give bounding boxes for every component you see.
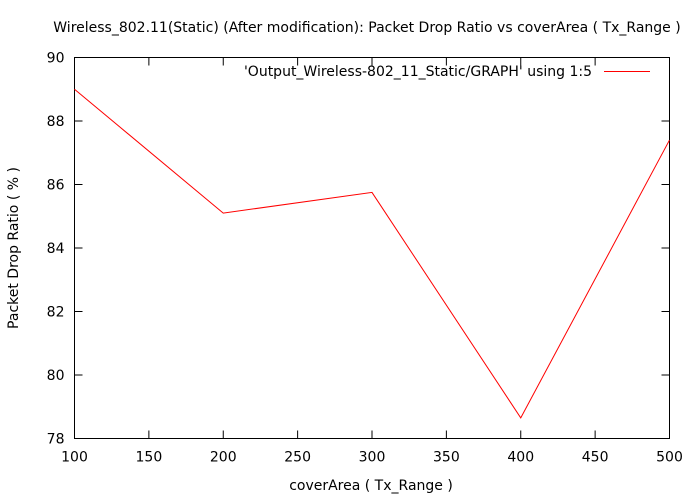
chart-title: Wireless_802.11(Static) (After modificat… <box>53 20 680 36</box>
y-tick-label: 88 <box>47 114 65 130</box>
x-tick-label: 400 <box>507 450 534 466</box>
x-tick-label: 250 <box>284 450 311 466</box>
legend: 'Output_Wireless-802_11_Static/GRAPH' us… <box>244 64 650 80</box>
axis-ticks <box>74 57 670 439</box>
x-tick-label: 300 <box>359 450 386 466</box>
x-tick-label: 350 <box>433 450 460 466</box>
x-tick-label: 150 <box>136 450 163 466</box>
y-tick-label: 80 <box>47 368 65 384</box>
x-tick-label: 500 <box>656 450 683 466</box>
y-tick-label: 78 <box>47 432 65 448</box>
y-tick-label: 84 <box>47 241 65 257</box>
plot-frame <box>74 57 670 439</box>
series-line-1 <box>74 88 670 419</box>
legend-label-series-1: 'Output_Wireless-802_11_Static/GRAPH' us… <box>244 64 592 80</box>
y-tick-label: 82 <box>47 305 65 321</box>
x-tick-label: 100 <box>61 450 88 466</box>
x-tick-label: 450 <box>582 450 609 466</box>
y-tick-label: 86 <box>47 178 65 194</box>
x-tick-label: 200 <box>210 450 237 466</box>
axis-tick-labels: 100 150 200 250 300 350 400 450 500 78 80 82 84 86 88 9… <box>47 51 683 466</box>
x-axis-label: coverArea ( Tx_Range ) <box>289 478 453 494</box>
series-layer <box>74 88 670 419</box>
y-tick-label: 90 <box>47 51 65 67</box>
y-axis-label: Packet Drop Ratio ( % ) <box>6 167 22 329</box>
